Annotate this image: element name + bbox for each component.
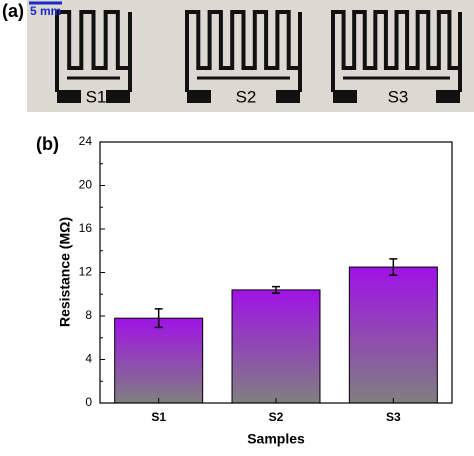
y-tick-label: 16 (79, 221, 93, 235)
y-tick-label: 8 (85, 308, 92, 322)
bar (348, 266, 438, 404)
y-tick-label: 20 (79, 178, 93, 192)
sample-label: S3 (388, 87, 409, 106)
electrode (185, 10, 302, 92)
x-tick-label: S3 (386, 410, 401, 424)
y-tick-label: 0 (85, 395, 92, 409)
error-bar (154, 308, 163, 329)
pad (333, 90, 357, 103)
error-bar (389, 258, 398, 276)
y-axis-title: Resistance (MΩ) (57, 217, 73, 327)
x-tick-label: S1 (151, 410, 166, 424)
sample-label: S2 (236, 87, 257, 106)
panel-label: (a) (2, 1, 24, 21)
pad (187, 90, 211, 103)
x-axis-title: Samples (247, 431, 305, 447)
electrode (331, 10, 462, 92)
sensor-photo (55, 10, 462, 103)
sample-label: S1 (86, 87, 107, 106)
y-tick-label: 4 (85, 352, 92, 366)
error-bar (272, 285, 280, 294)
bar (114, 317, 204, 404)
x-tick-label: S2 (269, 410, 284, 424)
y-tick-label: 24 (79, 134, 93, 148)
panel-label: (b) (36, 134, 59, 154)
pad (57, 90, 81, 103)
electrode (55, 10, 132, 92)
plot-frame (99, 141, 453, 404)
photo (27, 0, 474, 112)
pad (436, 90, 460, 103)
bar (231, 289, 321, 404)
y-tick-label: 12 (79, 265, 93, 279)
pad (276, 90, 300, 103)
scale-bar-label: 5 mm (30, 4, 61, 18)
pad (106, 90, 130, 103)
